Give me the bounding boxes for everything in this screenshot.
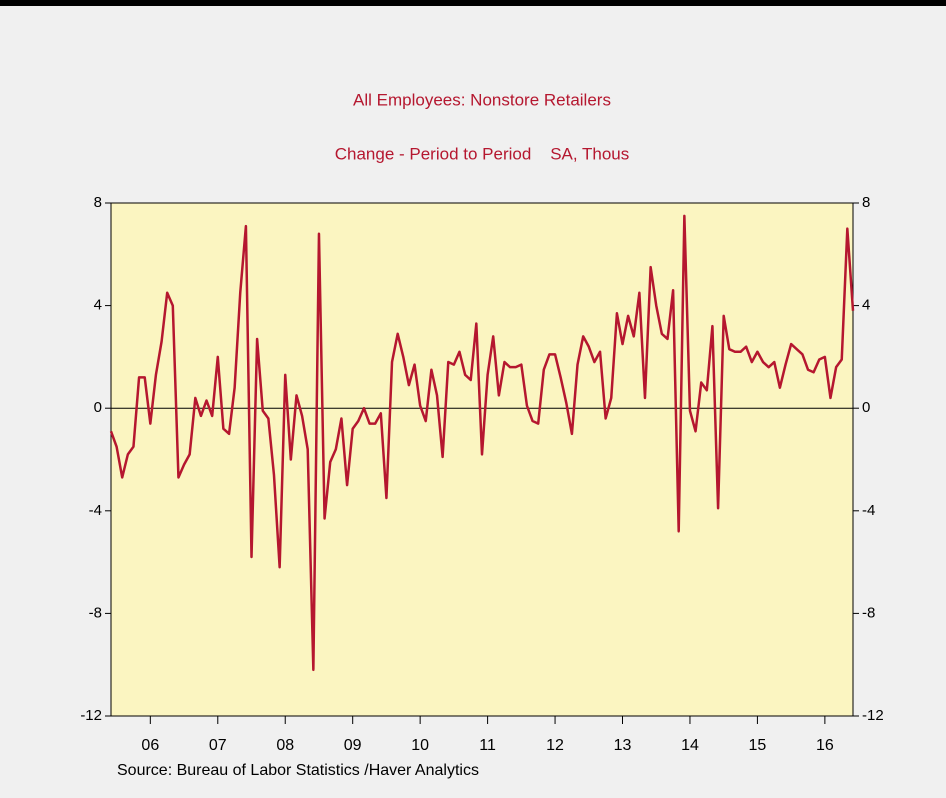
x-tick-label: 06 [141, 737, 159, 754]
x-tick-label: 10 [411, 737, 429, 754]
y2-tick-label: -4 [862, 502, 875, 519]
x-tick-label: 12 [546, 737, 564, 754]
y-tick-label: 4 [94, 297, 102, 314]
data-line [109, 214, 855, 672]
source-note: Source: Bureau of Labor Statistics /Have… [117, 762, 479, 779]
y2-tick-label: -8 [862, 604, 875, 621]
x-tick-label: 13 [614, 737, 632, 754]
y2-tick-label: 8 [862, 194, 870, 211]
x-tick-label: 15 [749, 737, 767, 754]
y2-tick-label: 0 [862, 399, 870, 416]
y-tick-label: -4 [89, 502, 102, 519]
plot-area [110, 202, 854, 717]
top-border [0, 0, 946, 6]
y-tick-label: -8 [89, 604, 102, 621]
x-tick-label: 14 [681, 737, 699, 754]
x-tick-label: 09 [344, 737, 362, 754]
y-tick-label: 8 [94, 194, 102, 211]
chart-title: All Employees: Nonstore Retailers [353, 90, 611, 109]
y-tick-label: 0 [94, 399, 102, 416]
y2-tick-label: 4 [862, 297, 870, 314]
chart-subtitle: Change - Period to Period SA, Thous [335, 144, 630, 163]
y2-tick-label: -12 [862, 707, 884, 724]
x-tick-label: 07 [209, 737, 227, 754]
x-tick-label: 16 [816, 737, 834, 754]
x-tick-label: 11 [479, 737, 496, 754]
y-tick-label: -12 [80, 707, 102, 724]
x-tick-label: 08 [276, 737, 294, 754]
